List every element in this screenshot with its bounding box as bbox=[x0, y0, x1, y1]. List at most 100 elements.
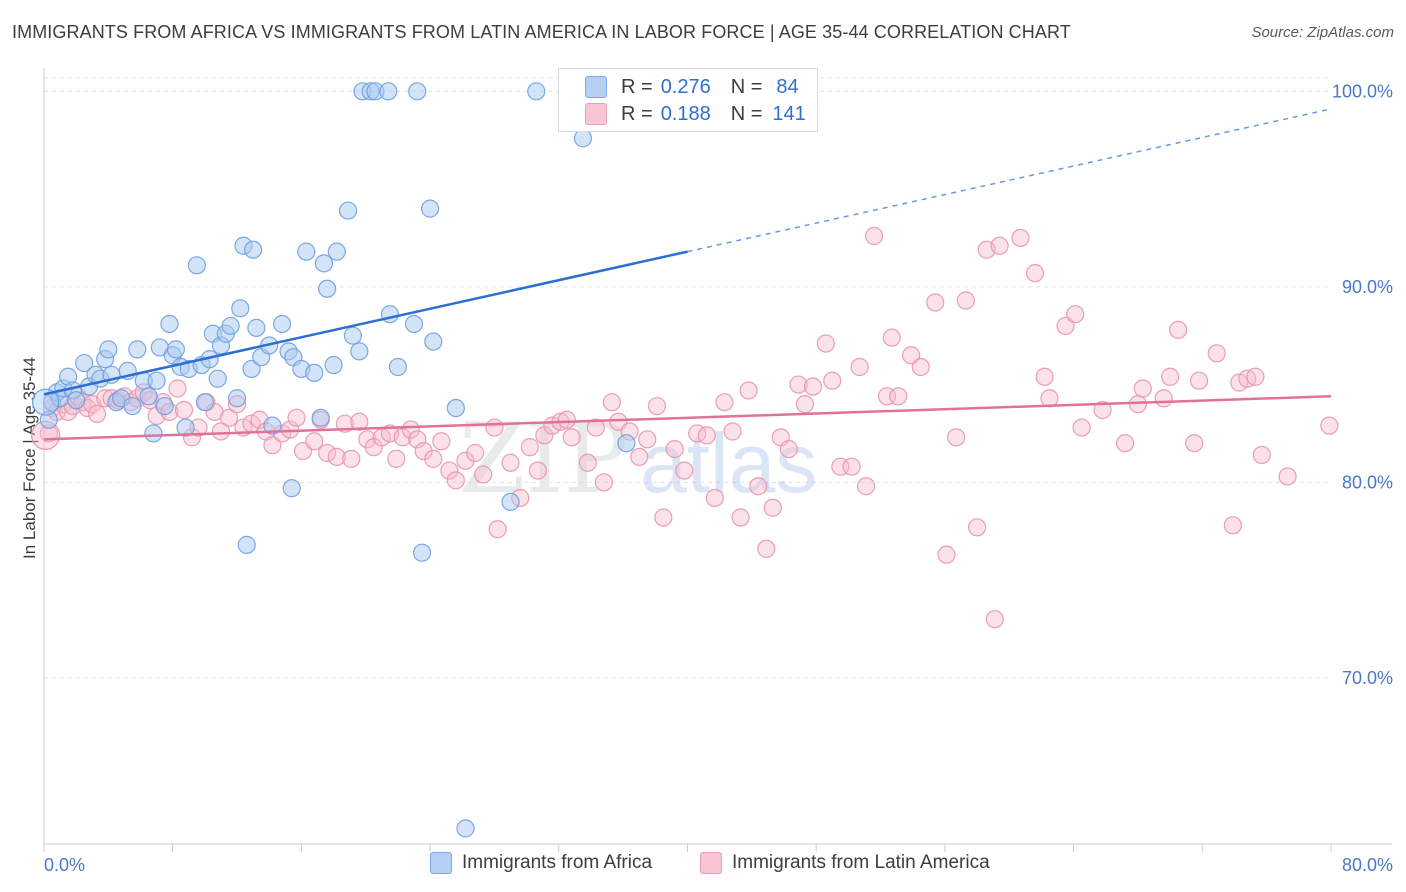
latam-point bbox=[675, 461, 694, 480]
latam-point bbox=[723, 422, 742, 441]
latam-point bbox=[520, 438, 539, 457]
latam-point bbox=[401, 420, 420, 439]
latam-point bbox=[387, 449, 406, 468]
africa-point bbox=[227, 389, 247, 408]
latam-point bbox=[665, 439, 684, 459]
latam-point bbox=[803, 377, 823, 396]
latam-point bbox=[602, 393, 621, 412]
latam-point bbox=[263, 436, 282, 455]
africa-point bbox=[263, 416, 282, 435]
latam-point bbox=[414, 441, 433, 461]
tick-labels: 70.0% 80.0% 90.0% 100.0% 0.0% 80.0% bbox=[44, 81, 1393, 875]
africa-point bbox=[208, 369, 227, 388]
africa-point bbox=[617, 434, 636, 453]
latam-point bbox=[466, 443, 485, 463]
latam-point bbox=[488, 520, 507, 539]
latam-point bbox=[1185, 434, 1204, 453]
africa-point bbox=[424, 332, 443, 351]
gridlines bbox=[44, 77, 1331, 679]
latam-point bbox=[647, 396, 667, 416]
latam-point bbox=[638, 430, 657, 449]
latam-point bbox=[424, 449, 443, 468]
africa-point bbox=[573, 129, 593, 148]
africa-point bbox=[187, 256, 206, 275]
africa-point bbox=[195, 393, 214, 412]
legend-africa-r: 0.276 bbox=[660, 75, 711, 98]
source-label: Source: ZipAtlas.com bbox=[1251, 24, 1394, 41]
africa-point bbox=[404, 314, 424, 334]
africa-point bbox=[446, 398, 465, 418]
africa-point bbox=[297, 242, 316, 261]
africa-point bbox=[75, 353, 94, 373]
africa-point bbox=[318, 279, 337, 298]
africa-point bbox=[144, 424, 163, 443]
latam-point bbox=[408, 430, 427, 449]
legend-latam-n: 141 bbox=[772, 102, 806, 125]
latam-point bbox=[528, 461, 547, 480]
legend-swatch-latam bbox=[700, 852, 722, 874]
legend-africa-n: 84 bbox=[776, 75, 799, 98]
latam-point bbox=[865, 226, 884, 246]
legend-r-label: R = bbox=[621, 75, 653, 98]
africa-point bbox=[350, 342, 369, 361]
legend-r-label: R = bbox=[621, 102, 653, 125]
africa-point bbox=[408, 82, 427, 101]
latam-point bbox=[211, 422, 231, 441]
latam-point bbox=[985, 610, 1004, 629]
africa-point bbox=[324, 355, 343, 375]
latam-point bbox=[305, 432, 324, 451]
latam-point bbox=[342, 449, 361, 468]
latam-point bbox=[1223, 516, 1242, 535]
latam-point bbox=[937, 545, 956, 564]
africa-point bbox=[166, 340, 186, 359]
latam-point bbox=[1115, 434, 1135, 453]
africa-point bbox=[123, 396, 142, 416]
y-tick-label: 70.0% bbox=[1342, 668, 1393, 688]
latam-points bbox=[31, 226, 1339, 629]
africa-point bbox=[305, 363, 324, 382]
legend-item-africa: Immigrants from Africa bbox=[430, 852, 652, 874]
africa-point bbox=[412, 543, 432, 562]
latam-point bbox=[1154, 389, 1173, 408]
latam-point bbox=[1252, 445, 1271, 465]
latam-point bbox=[168, 379, 187, 398]
latam-point bbox=[763, 498, 782, 517]
africa-point bbox=[128, 340, 147, 359]
latam-point bbox=[715, 393, 734, 412]
legend-item-latam: Immigrants from Latin America bbox=[700, 852, 990, 874]
latam-point bbox=[816, 334, 835, 353]
africa-point bbox=[176, 418, 195, 437]
y-tick-label: 90.0% bbox=[1342, 277, 1393, 297]
latam-point bbox=[1169, 320, 1188, 339]
latam-point bbox=[842, 457, 861, 476]
latam-point bbox=[1161, 367, 1180, 386]
latam-point bbox=[882, 328, 901, 347]
latam-point bbox=[557, 410, 576, 429]
latam-point bbox=[1040, 389, 1059, 408]
trend-lines bbox=[43, 108, 1332, 441]
africa-point bbox=[343, 326, 362, 345]
latam-point bbox=[1011, 228, 1030, 248]
latam-point bbox=[1133, 379, 1152, 398]
latam-point bbox=[739, 381, 758, 400]
africa-point bbox=[242, 359, 261, 379]
latam-point bbox=[87, 404, 107, 423]
stats-legend: R = 0.276 N = 84 R = 0.188 N = 141 bbox=[558, 68, 818, 132]
africa-point bbox=[231, 299, 250, 318]
legend-label-latam: Immigrants from Latin America bbox=[732, 852, 990, 873]
africa-point bbox=[32, 388, 60, 416]
latam-point bbox=[1093, 400, 1112, 420]
latam-point bbox=[318, 443, 337, 463]
latam-point bbox=[795, 395, 815, 414]
latam-point bbox=[586, 418, 605, 437]
legend-row-latam: R = 0.188 N = 141 bbox=[585, 102, 806, 126]
africa-point bbox=[327, 242, 346, 261]
series-legend: Immigrants from Africa Immigrants from L… bbox=[0, 852, 1406, 878]
africa-point bbox=[247, 318, 266, 337]
latam-point bbox=[1056, 316, 1075, 336]
latam-point bbox=[902, 346, 921, 365]
latam-point bbox=[956, 291, 975, 310]
africa-point bbox=[221, 316, 240, 336]
x-tick-label: 80.0% bbox=[1342, 855, 1393, 875]
x-tick-label: 0.0% bbox=[44, 855, 85, 875]
